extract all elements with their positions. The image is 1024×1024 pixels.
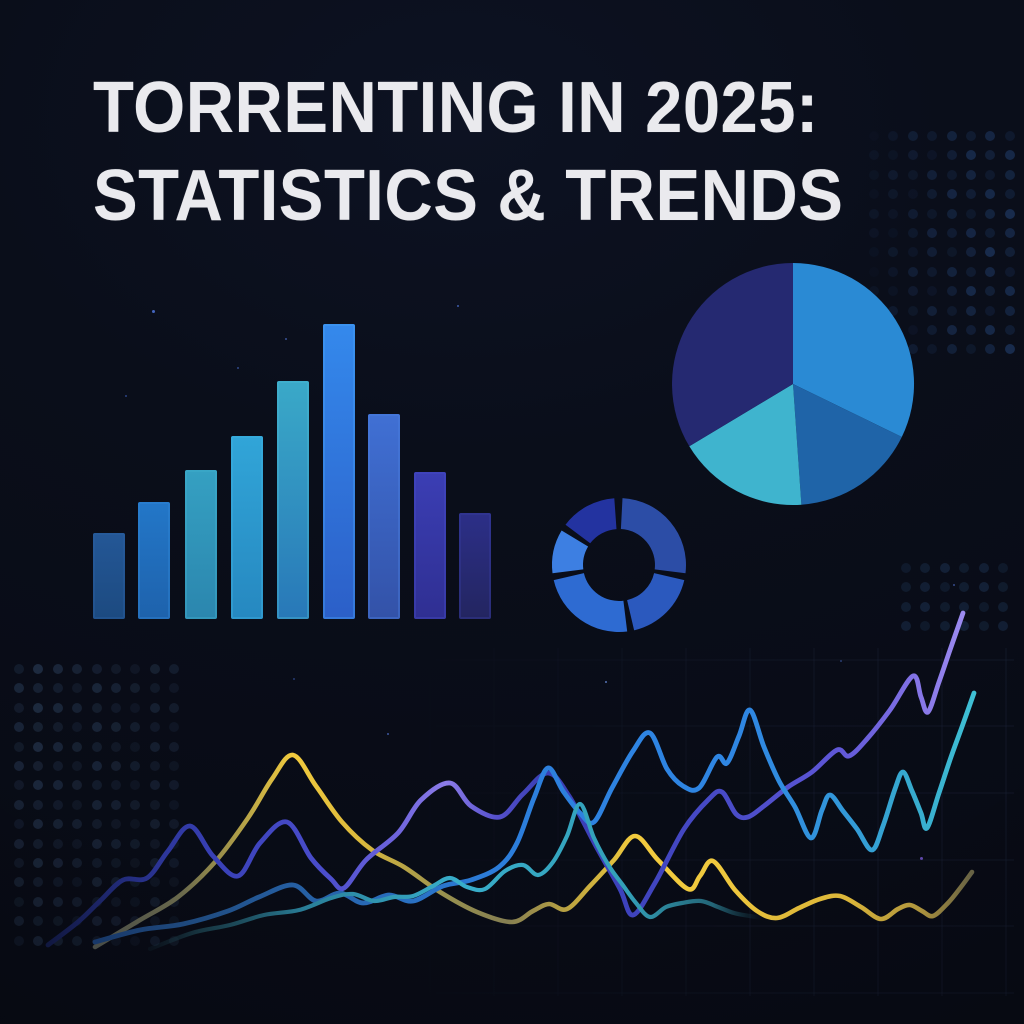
line-chart (45, 610, 977, 952)
donut-chart (552, 498, 687, 633)
line-chart-grid (429, 648, 1014, 996)
donut-seg-right (620, 498, 687, 574)
donut-seg-bottom-right (627, 573, 685, 631)
pie-chart (672, 262, 915, 505)
donut-seg-bottom-left (553, 573, 628, 633)
line-series-bright-blue-trend (92, 690, 977, 945)
donut-seg-top-left (565, 498, 617, 544)
